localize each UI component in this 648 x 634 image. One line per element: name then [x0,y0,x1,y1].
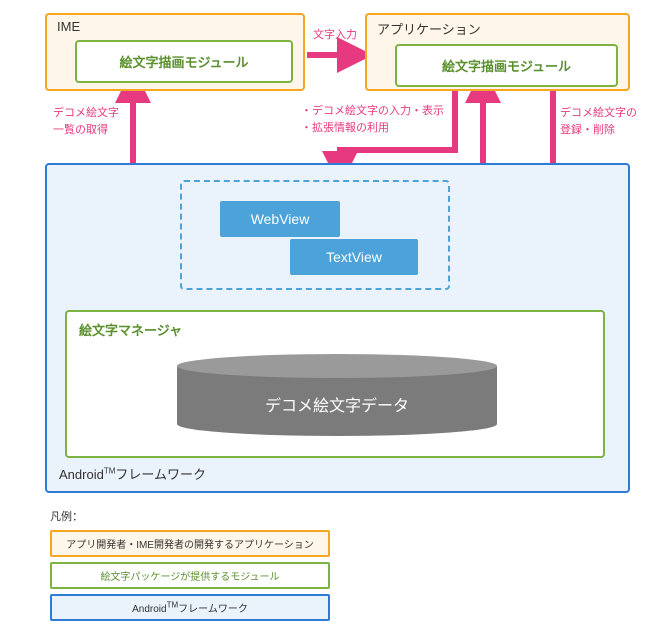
data-cylinder: デコメ絵文字データ [177,354,497,436]
app-module: 絵文字描画モジュール [395,44,618,87]
app-title: アプリケーション [377,19,628,38]
label-decome-input: ・デコメ絵文字の入力・表示 ・拡張情報の利用 [301,103,444,136]
label-input: 文字入力 [313,27,357,44]
label-register: デコメ絵文字の 登録・削除 [560,105,637,138]
legend-title: 凡例： [50,508,643,524]
textview-box: TextView [290,239,418,275]
legend: 凡例： アプリ開発者・IME開発者の開発するアプリケーション 絵文字パッケージが… [50,508,643,621]
manager-title: 絵文字マネージャ [79,320,603,339]
emoji-manager: 絵文字マネージャ デコメ絵文字データ [65,310,605,458]
cylinder-label: デコメ絵文字データ [177,392,497,416]
app-container: アプリケーション 絵文字描画モジュール [365,13,630,91]
legend-item-module: 絵文字パッケージが提供するモジュール [50,562,330,589]
ime-title: IME [57,19,303,34]
framework-title: AndroidTMフレームワーク [59,464,206,483]
ime-container: IME 絵文字描画モジュール [45,13,305,91]
webview-box: WebView [220,201,340,237]
ime-module: 絵文字描画モジュール [75,40,293,83]
architecture-diagram: IME 絵文字描画モジュール アプリケーション 絵文字描画モジュール Andro… [5,5,643,500]
legend-item-app: アプリ開発者・IME開発者の開発するアプリケーション [50,530,330,557]
label-list-get: デコメ絵文字 一覧の取得 [53,105,119,138]
legend-item-framework: AndroidTMフレームワーク [50,594,330,621]
